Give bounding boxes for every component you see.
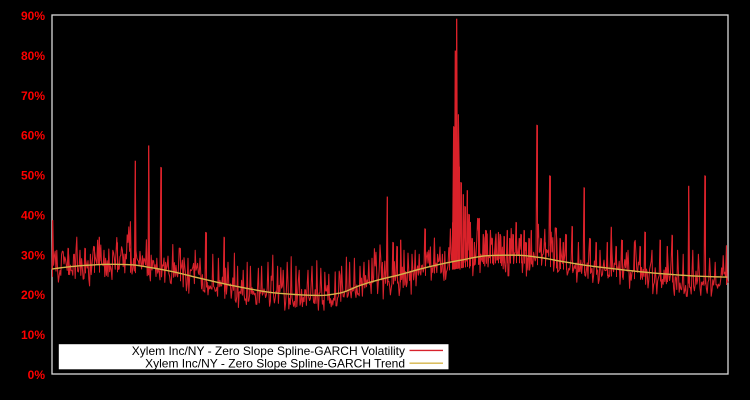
svg-text:0%: 0% [28, 368, 46, 382]
svg-text:10%: 10% [21, 328, 45, 342]
svg-text:40%: 40% [21, 208, 45, 222]
svg-text:Xylem Inc/NY - Zero Slope Spli: Xylem Inc/NY - Zero Slope Spline-GARCH V… [132, 344, 405, 358]
svg-text:70%: 70% [21, 89, 45, 103]
svg-text:60%: 60% [21, 129, 45, 143]
svg-text:Xylem Inc/NY - Zero Slope Spli: Xylem Inc/NY - Zero Slope Spline-GARCH T… [145, 356, 405, 370]
svg-text:30%: 30% [21, 248, 45, 262]
svg-text:90%: 90% [21, 9, 45, 23]
svg-text:50%: 50% [21, 169, 45, 183]
svg-text:20%: 20% [21, 288, 45, 302]
svg-text:80%: 80% [21, 49, 45, 63]
